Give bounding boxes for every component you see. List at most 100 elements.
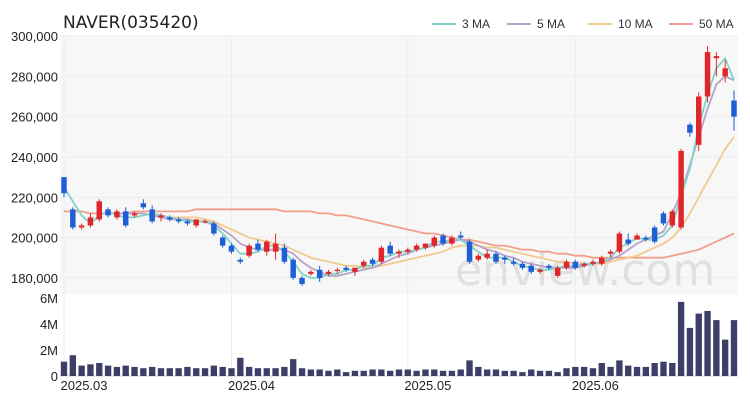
- candle-body: [122, 211, 129, 226]
- volume-bar: [554, 372, 561, 376]
- date-tick-label: 2025.04: [228, 378, 275, 393]
- candle-body: [696, 96, 702, 145]
- candle-body: [554, 267, 561, 276]
- candle-body: [175, 219, 182, 222]
- legend-item: 10 MA: [588, 17, 653, 31]
- candle-body: [131, 213, 138, 216]
- candle: [237, 257, 244, 264]
- volume-bar: [616, 360, 623, 376]
- candle: [607, 249, 614, 258]
- candle: [616, 231, 623, 254]
- candle: [378, 245, 385, 264]
- chart-title: NAVER(035420): [63, 13, 199, 33]
- candle-body: [343, 267, 349, 270]
- volume-bar: [290, 359, 297, 376]
- legend-label: 3 MA: [462, 17, 490, 31]
- candle-body: [255, 243, 261, 250]
- candle: [316, 265, 323, 282]
- volume-bar: [281, 366, 288, 376]
- candle-body: [361, 261, 367, 266]
- volume-bar: [184, 366, 191, 376]
- volume-bar: [730, 320, 738, 376]
- candle: [431, 235, 437, 248]
- volume-bar: [492, 369, 500, 376]
- candle: [449, 235, 455, 246]
- volume-bar: [483, 369, 491, 376]
- volume-bar: [148, 366, 156, 376]
- candle: [696, 92, 702, 151]
- volume-bar: [536, 370, 544, 376]
- candle: [466, 239, 473, 264]
- candle-body: [563, 261, 570, 268]
- candle-body: [334, 269, 341, 272]
- grid: [60, 35, 738, 377]
- volume-tick-label: 0: [51, 369, 58, 384]
- candle-body: [158, 215, 164, 218]
- candle: [625, 233, 631, 246]
- candle-body: [405, 249, 411, 252]
- candle: [502, 255, 508, 264]
- candle-body: [722, 68, 728, 77]
- volume-bar: [598, 363, 605, 376]
- volume-bar: [660, 361, 667, 376]
- volume-bar: [501, 370, 508, 376]
- candle-body: [237, 259, 244, 262]
- candle: [731, 90, 737, 131]
- legend: 3 MA 5 MA 10 MA 50 MA: [432, 17, 734, 31]
- volume-bar: [87, 364, 94, 376]
- candle: [413, 243, 420, 252]
- candle-body: [572, 261, 579, 268]
- volume-bar: [157, 368, 165, 376]
- candle: [651, 225, 658, 244]
- candle: [61, 177, 67, 198]
- candle-body: [219, 237, 226, 246]
- candle: [510, 257, 517, 266]
- volume-bar: [466, 360, 473, 376]
- volume-bar: [272, 368, 279, 376]
- volume-bars: [60, 301, 738, 376]
- candle: [563, 259, 570, 270]
- candle: [149, 205, 155, 224]
- candle: [369, 257, 376, 266]
- candle-body: [70, 209, 76, 228]
- volume-bar: [475, 366, 482, 376]
- candle: [211, 221, 217, 236]
- candle: [457, 231, 464, 240]
- candle-body: [387, 245, 393, 254]
- volume-bar: [642, 366, 650, 376]
- candle: [669, 209, 676, 228]
- candle-body: [634, 235, 640, 240]
- candle: [167, 215, 173, 222]
- volume-bar: [69, 355, 76, 376]
- candle-body: [502, 257, 508, 260]
- candle: [290, 257, 296, 280]
- candle: [193, 219, 199, 228]
- candle: [660, 211, 667, 226]
- date-tick-label: 2025.03: [61, 378, 108, 393]
- candles: [61, 46, 737, 286]
- candle-body: [246, 245, 252, 256]
- candle: [361, 259, 367, 268]
- volume-bar: [563, 368, 570, 376]
- volume-bar: [175, 368, 182, 376]
- candle: [105, 207, 111, 218]
- candle: [122, 207, 129, 228]
- candle-body: [413, 245, 420, 250]
- ma10-line: [143, 136, 735, 269]
- volume-bar: [510, 370, 517, 376]
- candle-body: [272, 243, 279, 252]
- candle: [87, 213, 94, 228]
- volume-bar: [572, 366, 579, 376]
- candle-body: [440, 235, 446, 244]
- candle: [308, 269, 314, 276]
- volume-bar: [210, 365, 218, 376]
- candle: [704, 46, 711, 103]
- candle-body: [687, 124, 693, 133]
- candle: [184, 219, 191, 226]
- candle: [484, 249, 490, 260]
- candle-body: [678, 150, 684, 228]
- price-tick-label: 300,000: [11, 29, 58, 44]
- candle-body: [713, 56, 720, 59]
- volume-axis: 0 2M 4M 6M: [40, 291, 58, 384]
